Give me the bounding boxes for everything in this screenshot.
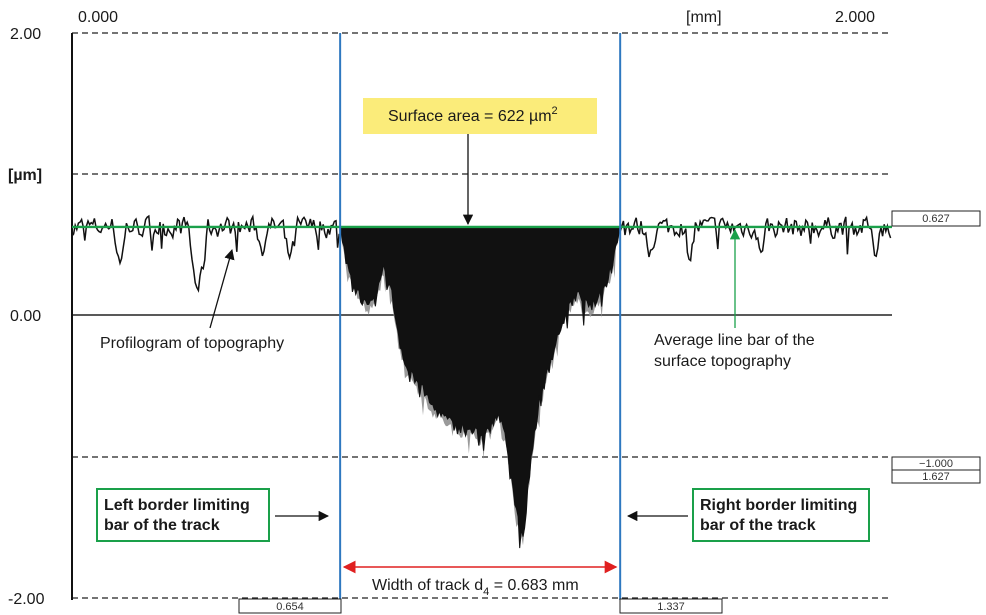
right-border-readout-box [619,598,723,614]
x-tick-label-left: 0.000 [78,9,118,26]
left-border-readout-box [238,598,342,614]
lower-level-readout: −1.000 [919,458,953,470]
profilogram-arrow [209,248,235,329]
y-unit-label: [µm] [8,167,42,184]
x-tick-label-right: 2.000 [835,9,875,26]
depth-readout-box [891,469,981,484]
average-readout: 0.627 [922,213,950,225]
right-border-readout: 1.337 [657,601,685,613]
depth-readout: 1.627 [922,471,950,483]
right-border-label-2: bar of the track [700,517,816,534]
average-line-label-1: Average line bar of the [654,332,815,349]
profile-line-right [619,215,892,262]
surface-area-highlight [363,98,597,134]
profilogram-label: Profilogram of topography [100,335,284,352]
y-tick-label-zero: 0.00 [10,308,41,325]
left-border-box [96,488,270,542]
y-tick-label-bottom: -2.00 [8,591,45,608]
left-border-readout: 0.654 [276,601,304,613]
average-line-label-2: surface topography [654,353,791,370]
left-border-label-1: Left border limiting [104,497,250,514]
right-border-label-1: Right border limiting [700,497,857,514]
surface-area-label: Surface area = 622 µm2 [388,105,558,125]
right-border-box [692,488,870,542]
left-border-label-2: bar of the track [104,517,220,534]
average-readout-box [891,210,981,227]
profile-line-left [71,214,340,293]
y-tick-label-top: 2.00 [10,26,41,43]
track-width-label: Width of track d4 = 0.683 mm [372,577,579,598]
wear-track-fill [339,223,621,549]
x-unit-label: [mm] [686,9,722,26]
